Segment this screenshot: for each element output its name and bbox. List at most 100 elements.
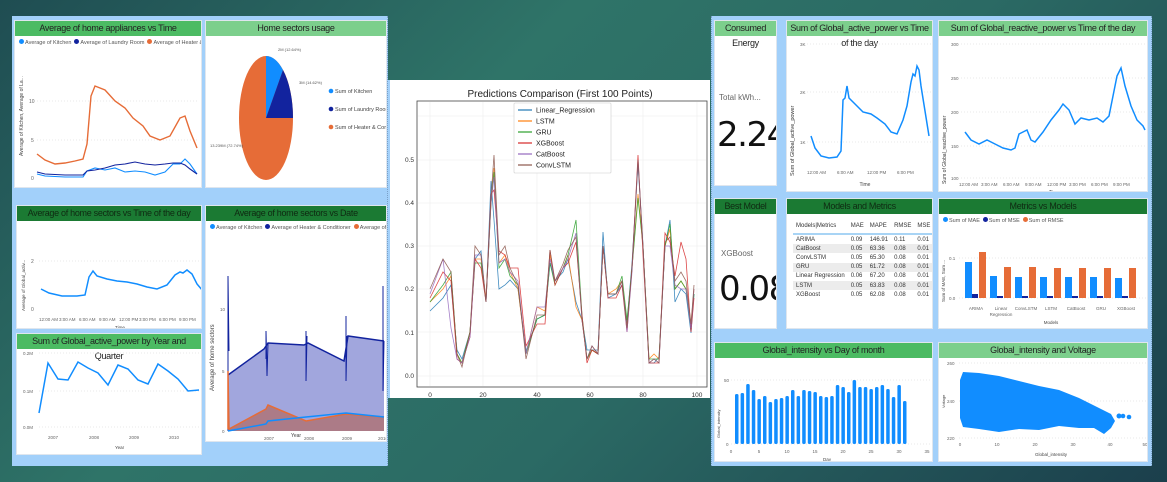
svg-text:Sum of MAE, Sum ...: Sum of MAE, Sum ...: [941, 259, 946, 301]
appliances-time-chart[interactable]: Average of home appliances vs Time Avera…: [14, 20, 202, 188]
svg-text:Sum of Global_reactive_power: Sum of Global_reactive_power: [942, 115, 948, 184]
svg-text:2007: 2007: [264, 436, 275, 441]
reactive-power-chart[interactable]: Sum of Global_reactive_power vs Time of …: [938, 20, 1148, 192]
legend-dot-icon: [982, 217, 988, 222]
intensity-voltage-chart[interactable]: Global_intensity and Voltage 260 240 220 V…: [938, 342, 1148, 462]
svg-text:6:00 AM: 6:00 AM: [79, 317, 96, 322]
intensity-day-plot: 500 Global_intensity 0 5 10 15 20 25 30 …: [716, 378, 931, 461]
svg-text:GRU: GRU: [1096, 306, 1106, 311]
kpi-label: XGBoost: [721, 249, 754, 258]
svg-text:20: 20: [1032, 442, 1038, 447]
svg-text:6:00 PM: 6:00 PM: [159, 317, 176, 322]
sectors-date-chart[interactable]: Average of home sectors vs Date Average …: [205, 205, 387, 442]
svg-text:20: 20: [840, 449, 846, 454]
svg-text:12:00 PM: 12:00 PM: [119, 317, 139, 322]
predictions-comparison-chart[interactable]: Predictions Comparison (First 100 Points…: [388, 80, 710, 398]
svg-text:2010: 2010: [378, 436, 387, 441]
svg-text:10: 10: [784, 449, 790, 454]
appliances-line-plot: 10 5 0 Average of Kitchen, Average of La…: [19, 76, 199, 182]
svg-text:30: 30: [1070, 442, 1076, 447]
svg-text:20: 20: [479, 392, 487, 398]
svg-text:Average of Global_activ...: Average of Global_activ...: [21, 260, 26, 311]
legend-dot-icon: [19, 39, 24, 44]
svg-text:5: 5: [31, 138, 34, 144]
sectors-pie-chart[interactable]: Home sectors usage 2M (12.64%) 3M (14.62…: [205, 20, 387, 188]
svg-text:2008: 2008: [89, 435, 100, 440]
svg-text:Average of home sectors: Average of home sectors: [210, 324, 216, 391]
svg-text:15: 15: [812, 449, 818, 454]
svg-text:5: 5: [758, 449, 761, 454]
legend-dot-icon: [353, 224, 359, 229]
svg-text:0.0: 0.0: [949, 296, 956, 301]
svg-text:0.1: 0.1: [949, 256, 956, 261]
svg-text:0.0: 0.0: [405, 373, 414, 380]
svg-text:LSTM: LSTM: [1045, 306, 1057, 311]
metrics-table: Models|Metrics MAE MAPE RMSE MSE R2 ARIM…: [793, 220, 932, 299]
svg-text:0.5: 0.5: [405, 157, 414, 164]
svg-text:0.2: 0.2: [405, 286, 414, 293]
sectors-area-plot: Average of home sectors 10 5 0 2007 2008…: [210, 275, 387, 441]
metrics-models-chart[interactable]: Metrics vs Models Sum of MAE Sum of MSE Su…: [938, 198, 1148, 329]
svg-text:Sum of Heater & Conditi...: Sum of Heater & Conditi...: [335, 125, 387, 131]
svg-text:35: 35: [924, 449, 930, 454]
active-power-line-plot: 3K 2K 1K Sum of Global_active_power 12:00 …: [790, 42, 932, 188]
svg-text:0.2M: 0.2M: [23, 351, 33, 356]
svg-text:12:00 AM: 12:00 AM: [959, 182, 978, 187]
svg-text:30: 30: [896, 449, 902, 454]
svg-text:3:00 AM: 3:00 AM: [981, 182, 998, 187]
svg-text:Models: Models: [1044, 320, 1059, 325]
svg-text:260: 260: [947, 361, 955, 366]
kpi-label: Total kWh...: [719, 93, 761, 102]
intensity-bars: [735, 380, 907, 444]
chart-legend: Average of Kitchen Average of Heater & Co…: [206, 221, 386, 231]
sectors-time-line-plot: 2 0 Average of Global_activ... 12:00 AM …: [21, 259, 201, 329]
active-power-chart[interactable]: Sum of Global_active_power vs Time of th…: [786, 20, 933, 192]
svg-text:0.4: 0.4: [405, 200, 414, 207]
card-title: Best Model: [715, 199, 776, 214]
svg-text:0: 0: [222, 429, 225, 434]
svg-text:3M (14.62%): 3M (14.62%): [299, 80, 323, 85]
svg-text:Sum of Global_active_power: Sum of Global_active_power: [790, 106, 796, 176]
svg-text:13.239M (72.74%): 13.239M (72.74%): [210, 143, 244, 148]
svg-text:12:00 AM: 12:00 AM: [807, 170, 826, 175]
svg-text:Global_intensity: Global_intensity: [716, 410, 721, 438]
consumed-energy-card[interactable]: Consumed Energy Total kWh... 2.24M: [714, 20, 777, 186]
svg-text:CatBoost: CatBoost: [536, 152, 565, 159]
svg-text:Voltage: Voltage: [941, 394, 946, 408]
svg-text:3:00 AM: 3:00 AM: [59, 317, 76, 322]
chart-title: Sum of Global_active_power by Year and Q…: [17, 334, 201, 361]
reactive-power-line-plot: 300 250 200 150 100 Sum of Global_reacti…: [942, 42, 1147, 191]
svg-text:0.3: 0.3: [405, 243, 414, 250]
chart-title: Home sectors usage: [206, 21, 386, 36]
svg-text:ConvLSTM: ConvLSTM: [536, 163, 571, 170]
metrics-bar-plot: 0.1 0.0 Sum of MAE, Sum ... ARIMA LinearR…: [941, 251, 1147, 325]
year-quarter-chart[interactable]: Sum of Global_active_power by Year and Q…: [16, 333, 202, 455]
models-metrics-table[interactable]: Models and Metrics Models|Metrics MAE MA…: [786, 198, 933, 329]
svg-text:6:00 PM: 6:00 PM: [897, 170, 914, 175]
svg-text:2007: 2007: [48, 435, 59, 440]
svg-text:Linear_Regression: Linear_Regression: [536, 108, 595, 115]
chart-title: Average of home sectors vs Time of the d…: [17, 206, 201, 221]
predictions-legend: Linear_Regression LSTM GRU XGBoost CatBo…: [513, 102, 612, 174]
svg-text:Average of Kitchen, Average of: Average of Kitchen, Average of La...: [19, 76, 25, 156]
best-model-card[interactable]: Best Model XGBoost 0.08: [714, 198, 777, 329]
legend-dot-icon: [74, 39, 80, 44]
svg-text:80: 80: [639, 392, 647, 398]
intensity-day-chart[interactable]: Global_intensity vs Day of month 50 0 Glo…: [714, 342, 933, 462]
svg-text:2M (12.64%): 2M (12.64%): [278, 47, 302, 52]
svg-text:2008: 2008: [304, 436, 315, 441]
sectors-time-chart[interactable]: Average of home sectors vs Time of the d…: [16, 205, 202, 329]
svg-text:Time: Time: [115, 325, 125, 329]
table-title: Models and Metrics: [787, 199, 932, 214]
legend-dot-icon: [147, 39, 153, 44]
svg-text:12:00 PM: 12:00 PM: [867, 170, 887, 175]
svg-text:40: 40: [1107, 442, 1113, 447]
svg-text:25: 25: [868, 449, 874, 454]
